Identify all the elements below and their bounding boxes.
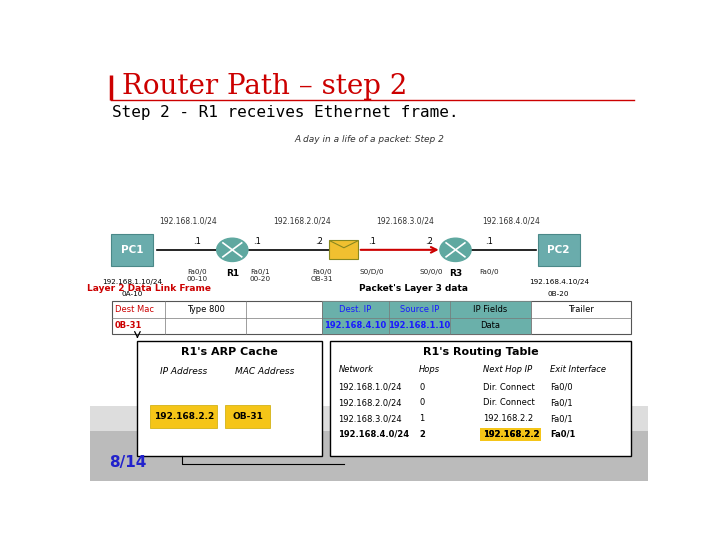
Text: MAC Address: MAC Address (235, 367, 294, 376)
Text: 00-20: 00-20 (250, 276, 271, 282)
Text: Trailer: Trailer (568, 305, 594, 314)
Text: 8/14: 8/14 (109, 455, 147, 470)
Text: Dest Mac: Dest Mac (114, 305, 153, 314)
Text: OB-31: OB-31 (310, 276, 333, 282)
Text: .1: .1 (368, 237, 376, 246)
FancyBboxPatch shape (225, 406, 270, 428)
Text: 00-10: 00-10 (186, 276, 207, 282)
Bar (322, 301, 531, 334)
Text: Fa0/1: Fa0/1 (251, 269, 270, 275)
Text: Dest. IP: Dest. IP (339, 305, 372, 314)
Text: 0: 0 (419, 399, 425, 407)
Text: 192.168.2.0/24: 192.168.2.0/24 (338, 399, 402, 407)
Text: 192.168.4.0/24: 192.168.4.0/24 (482, 216, 540, 225)
Text: 192.168.1.0/24: 192.168.1.0/24 (338, 382, 402, 392)
Text: PC2: PC2 (547, 245, 570, 255)
FancyBboxPatch shape (150, 406, 217, 428)
Text: 192.168.4.10/24: 192.168.4.10/24 (528, 279, 589, 285)
Text: IP Fields: IP Fields (473, 305, 508, 314)
Text: .2: .2 (426, 237, 433, 246)
Text: .1: .1 (485, 237, 493, 246)
Text: 0A-10: 0A-10 (121, 291, 143, 296)
Text: 192.168.2.2: 192.168.2.2 (483, 430, 540, 439)
Text: 192.168.2.0/24: 192.168.2.0/24 (273, 216, 331, 225)
Text: Fa0/1: Fa0/1 (550, 399, 573, 407)
Text: .1: .1 (253, 237, 261, 246)
Text: 192.168.3.0/24: 192.168.3.0/24 (377, 216, 434, 225)
Text: Fa0/1: Fa0/1 (550, 414, 573, 423)
Text: 192.168.4.10: 192.168.4.10 (324, 321, 386, 330)
Text: 192.168.2.2: 192.168.2.2 (483, 430, 540, 439)
Circle shape (217, 238, 248, 261)
Bar (90, 406, 648, 431)
Text: R3: R3 (449, 269, 462, 278)
Text: Fa0/1: Fa0/1 (550, 430, 576, 439)
Text: Fa0/0: Fa0/0 (550, 382, 573, 392)
FancyBboxPatch shape (538, 234, 580, 266)
Bar (330, 341, 631, 456)
Text: 0: 0 (419, 382, 425, 392)
Bar (112, 301, 631, 334)
Text: 1: 1 (419, 414, 425, 423)
Text: Exit Interface: Exit Interface (550, 365, 606, 374)
Text: 0B-20: 0B-20 (548, 291, 570, 296)
Circle shape (440, 238, 471, 261)
Bar (322, 301, 531, 334)
Text: 192.168.1.10: 192.168.1.10 (388, 321, 450, 330)
Text: 192.168.2.2: 192.168.2.2 (153, 412, 214, 421)
Text: Next Hop IP: Next Hop IP (483, 365, 533, 374)
Text: PC1: PC1 (121, 245, 143, 255)
Text: Packet's Layer 3 data: Packet's Layer 3 data (359, 285, 468, 294)
Text: Fa0/0: Fa0/0 (312, 269, 331, 275)
Text: Layer 2 Data Link Frame: Layer 2 Data Link Frame (86, 285, 210, 294)
Text: Step 2 - R1 receives Ethernet frame.: Step 2 - R1 receives Ethernet frame. (112, 105, 459, 120)
Text: 192.168.4.0/24: 192.168.4.0/24 (338, 430, 410, 439)
Text: 2: 2 (419, 430, 425, 439)
Text: .1: .1 (193, 237, 201, 246)
Bar (90, 431, 648, 481)
Text: Type 800: Type 800 (187, 305, 225, 314)
Text: R1: R1 (226, 269, 239, 278)
Text: Fa0/0: Fa0/0 (187, 269, 207, 275)
Text: S0/D/0: S0/D/0 (359, 269, 384, 275)
Text: Network: Network (338, 365, 373, 374)
Bar (138, 341, 322, 456)
Text: IP Address: IP Address (160, 367, 207, 376)
Text: 192.168.3.0/24: 192.168.3.0/24 (338, 414, 402, 423)
Text: .2: .2 (315, 237, 323, 246)
Text: Data: Data (480, 321, 500, 330)
Text: Dir. Connect: Dir. Connect (483, 382, 535, 392)
Text: S0/0/0: S0/0/0 (420, 269, 444, 275)
FancyBboxPatch shape (480, 428, 541, 441)
Text: Source IP: Source IP (400, 305, 439, 314)
Text: R1's ARP Cache: R1's ARP Cache (181, 347, 278, 357)
Text: R1's Routing Table: R1's Routing Table (423, 347, 539, 357)
FancyBboxPatch shape (111, 234, 153, 266)
Text: Dir. Connect: Dir. Connect (483, 399, 535, 407)
Text: Hops: Hops (419, 365, 441, 374)
Text: 192.168.2.2: 192.168.2.2 (483, 414, 534, 423)
Text: 0B-31: 0B-31 (114, 321, 142, 330)
Text: OB-31: OB-31 (233, 412, 264, 421)
Text: 192.168.1.0/24: 192.168.1.0/24 (159, 216, 217, 225)
Text: Router Path – step 2: Router Path – step 2 (122, 73, 408, 100)
Text: A day in a life of a packet: Step 2: A day in a life of a packet: Step 2 (294, 135, 444, 144)
FancyBboxPatch shape (329, 240, 359, 259)
Text: 192.168.1.10/24: 192.168.1.10/24 (102, 279, 162, 285)
Text: Fa0/0: Fa0/0 (479, 269, 499, 275)
